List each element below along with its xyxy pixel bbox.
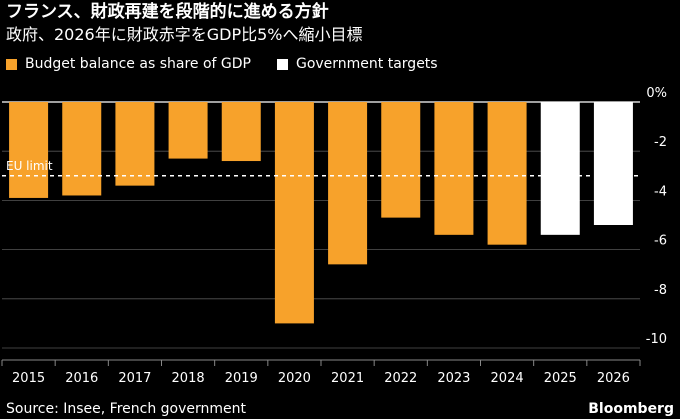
source-note: Source: Insee, French government [6,401,247,417]
bar-actual-2016 [62,102,102,196]
bar-actual-2024 [487,102,527,245]
brand-logo: Bloomberg [588,401,674,417]
y-tick-label: -6 [654,234,667,249]
bar-actual-2021 [328,102,368,265]
grid-lines [2,101,640,349]
x-tick-label: 2023 [437,371,470,386]
footer: Source: Insee, French government Bloombe… [6,399,674,419]
x-tick-label: 2026 [597,371,630,386]
x-tick-label: 2024 [491,371,524,386]
legend-label-target: Government targets [295,56,438,72]
y-tick-label: 0% [646,86,667,101]
x-tick-label: 2019 [225,371,258,386]
bar-actual-2017 [115,102,155,186]
legend-swatch-target [276,58,288,70]
eu-limit-label: EU limit [6,159,53,173]
legend-item-target: Government targets [276,54,438,74]
bar-actual-2020 [274,102,314,324]
x-tick-label: 2021 [331,371,364,386]
legend-label-actual: Budget balance as share of GDP [25,56,251,72]
chart-subtitle: 政府、2026年に財政赤字をGDP比5%へ縮小目標 [6,25,363,44]
bar-actual-2022 [381,102,421,218]
x-tick-label: 2016 [65,371,98,386]
y-tick-label: -8 [654,283,667,298]
eu-limit-reference: EU limit [2,159,640,177]
bar-target-2026 [593,102,633,225]
y-tick-label: -4 [654,184,667,199]
x-tick-label: 2018 [172,371,205,386]
bar-target-2025 [540,102,580,235]
y-tick-label: -2 [654,135,667,150]
y-tick-label: -10 [646,332,667,347]
legend-swatch-actual [6,58,17,70]
legend-item-actual: Budget balance as share of GDP [6,54,251,74]
x-axis-ticks: 2015 2016 2017 2018 2019 2020 2021 2022 2023 2024… [1,359,641,386]
legend: Budget balance as share of GDP Governmen… [6,54,464,74]
x-tick-label: 2015 [12,371,45,386]
x-tick-label: 2020 [278,371,311,386]
bar-actual-2015 [9,102,49,198]
x-tick-label: 2025 [544,371,577,386]
y-axis-ticks: 0% -2 -4 -6 -8 -10 [646,86,667,347]
x-tick-label: 2017 [118,371,151,386]
chart-title: フランス、財政再建を段階的に進める方針 [6,2,329,22]
bar-actual-2023 [434,102,474,235]
bars [9,102,633,324]
x-tick-label: 2022 [384,371,417,386]
bar-actual-2019 [221,102,261,162]
bar-actual-2018 [168,102,208,159]
